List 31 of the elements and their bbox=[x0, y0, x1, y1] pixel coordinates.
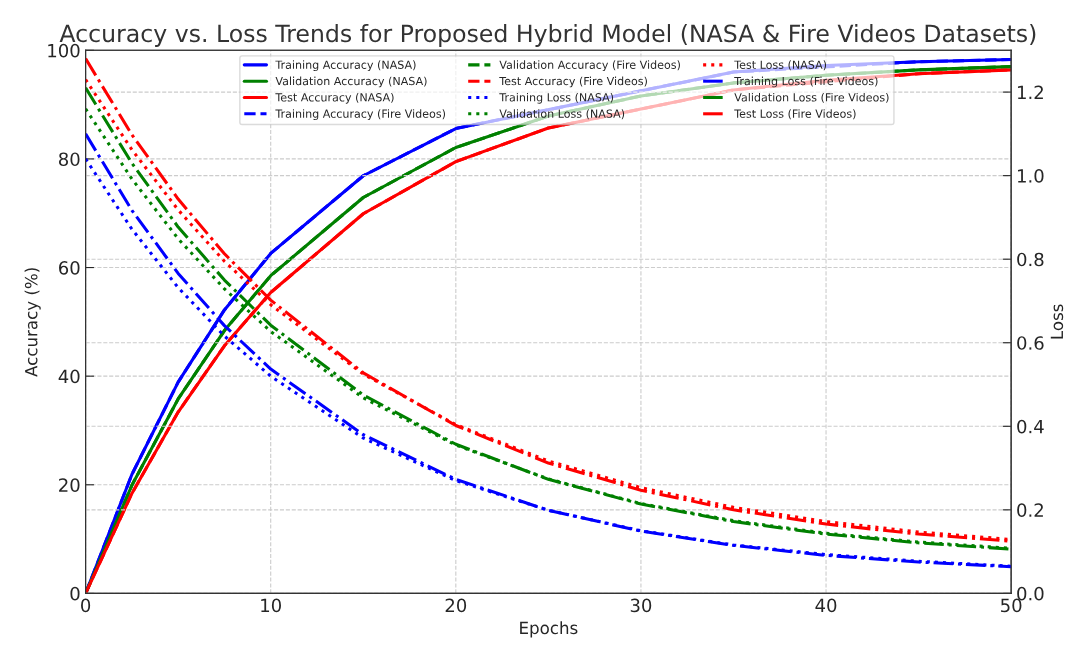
x-tick-label: 30 bbox=[630, 598, 652, 613]
legend-label: Training Accuracy (Fire Videos) bbox=[275, 109, 446, 120]
y2-tick-label: 1.2 bbox=[1017, 85, 1043, 99]
y2-axis-title: Loss bbox=[1050, 304, 1064, 339]
legend-label: Validation Loss (NASA) bbox=[499, 109, 625, 120]
y2-tick-label: 0.4 bbox=[1017, 419, 1044, 434]
legend-label: Training Accuracy (NASA) bbox=[275, 60, 416, 72]
x-tick-label: 40 bbox=[815, 598, 837, 613]
y-tick-label: 80 bbox=[58, 152, 80, 167]
legend-label: Training Loss (NASA) bbox=[499, 92, 614, 104]
x-tick-label: 20 bbox=[445, 598, 467, 613]
y-tick-label: 40 bbox=[58, 369, 80, 384]
y2-tick-label: 0.6 bbox=[1017, 336, 1044, 350]
legend-label: Test Accuracy (Fire Videos) bbox=[499, 76, 647, 88]
y-tick-label: 60 bbox=[59, 261, 80, 275]
legend-label: Validation Accuracy (Fire Videos) bbox=[499, 60, 680, 72]
y-axis-title: Accuracy (%) bbox=[24, 268, 41, 377]
x-tick-label: 10 bbox=[261, 598, 281, 613]
legend-label: Validation Loss (Fire Videos) bbox=[734, 92, 889, 103]
legend-label: Test Loss (Fire Videos) bbox=[734, 109, 856, 120]
y2-tick-label: 0.2 bbox=[1017, 503, 1043, 517]
y2-tick-label: 1.0 bbox=[1017, 169, 1044, 183]
legend-label: Test Loss (NASA) bbox=[734, 60, 827, 71]
legend-label: Training Loss (Fire Videos) bbox=[734, 76, 878, 88]
x-tick-label: 0 bbox=[81, 598, 91, 613]
x-axis-title: Epochs bbox=[520, 621, 578, 638]
y2-tick-label: 0.8 bbox=[1017, 252, 1044, 267]
legend-label: Test Accuracy (NASA) bbox=[275, 92, 394, 104]
y-tick-label: 20 bbox=[59, 478, 80, 492]
legend-label: Validation Accuracy (NASA) bbox=[275, 76, 427, 88]
y-tick-label: 0 bbox=[70, 586, 80, 601]
